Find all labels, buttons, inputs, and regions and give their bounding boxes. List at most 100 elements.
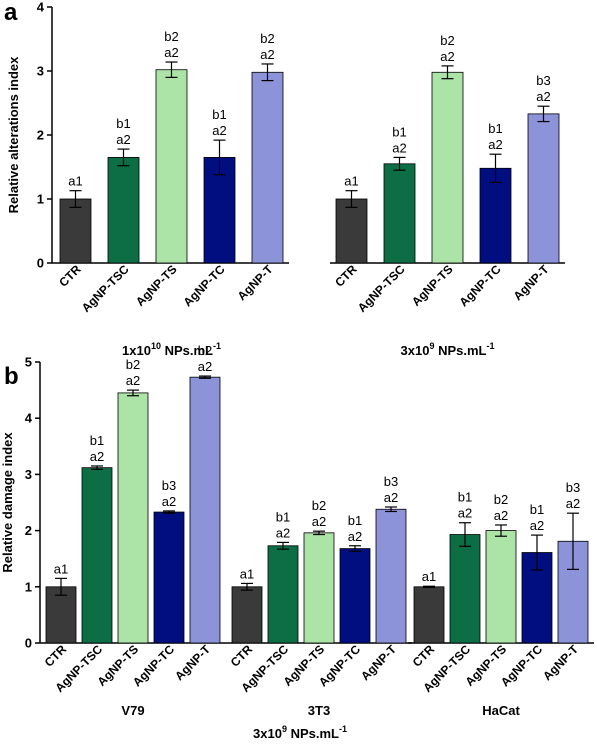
y-tick-label: 0 bbox=[37, 256, 44, 271]
significance-label: a2 bbox=[164, 45, 178, 60]
bar-agnp-tsc bbox=[449, 534, 481, 644]
significance-label: a2 bbox=[458, 506, 472, 521]
bar-agnp-tsc bbox=[383, 163, 416, 264]
group-title: V79 bbox=[121, 703, 144, 718]
bar-ctr bbox=[45, 586, 77, 644]
bar-agnp-t bbox=[527, 113, 560, 264]
bar-agnp-t bbox=[189, 376, 221, 644]
significance-label: b3 bbox=[384, 474, 398, 489]
significance-label: a2 bbox=[440, 49, 454, 64]
significance-label: a2 bbox=[494, 508, 508, 523]
significance-label: a2 bbox=[488, 137, 502, 152]
x-tick-label: AgNP-TS bbox=[409, 262, 456, 309]
significance-label: b2 bbox=[494, 492, 508, 507]
y-tick-label: 2 bbox=[37, 128, 44, 143]
significance-label: b1 bbox=[90, 433, 104, 448]
x-tick-label: AgNP-TC bbox=[456, 262, 503, 309]
significance-label: a1 bbox=[422, 569, 436, 584]
significance-label: b1 bbox=[530, 502, 544, 517]
y-axis-title: Relative damage index bbox=[0, 432, 15, 573]
x-tick-label: CTR bbox=[410, 642, 438, 670]
significance-label: b1 bbox=[116, 116, 130, 131]
bar-agnp-tc bbox=[153, 511, 185, 644]
bar-ctr bbox=[335, 198, 368, 264]
significance-label: a1 bbox=[344, 174, 358, 189]
significance-label: b2 bbox=[260, 31, 274, 46]
significance-label: b2 bbox=[198, 343, 212, 358]
significance-label: a2 bbox=[212, 123, 226, 138]
bar-agnp-ts bbox=[431, 71, 464, 264]
bar-agnp-tc bbox=[339, 548, 371, 644]
significance-label: b3 bbox=[162, 478, 176, 493]
group-title: 3x109 NPs.mL-1 bbox=[401, 341, 495, 358]
y-tick-label: 4 bbox=[37, 0, 45, 15]
significance-label: a2 bbox=[530, 518, 544, 533]
significance-label: b1 bbox=[458, 490, 472, 505]
significance-label: a2 bbox=[260, 47, 274, 62]
group-title: HaCat bbox=[482, 703, 520, 718]
y-tick-label: 1 bbox=[37, 192, 44, 207]
bar-ctr bbox=[231, 586, 263, 644]
significance-label: a2 bbox=[566, 496, 580, 511]
y-tick-label: 3 bbox=[25, 467, 32, 482]
bar-agnp-ts bbox=[155, 69, 188, 264]
significance-label: b2 bbox=[126, 357, 140, 372]
significance-label: b1 bbox=[392, 124, 406, 139]
significance-label: a1 bbox=[240, 566, 254, 581]
x-tick-label: AgNP-TS bbox=[133, 262, 180, 309]
group-title: 1x1010 NPs.mL-1 bbox=[122, 341, 221, 358]
x-tick-label: AgNP-TSC bbox=[355, 262, 408, 315]
x-tick-label: AgNP-TSC bbox=[79, 262, 132, 315]
bar-agnp-ts bbox=[117, 392, 149, 644]
y-tick-label: 0 bbox=[25, 636, 32, 651]
significance-label: a2 bbox=[392, 140, 406, 155]
bar-agnp-tc bbox=[203, 156, 236, 264]
y-tick-label: 4 bbox=[25, 411, 33, 426]
significance-label: b1 bbox=[348, 513, 362, 528]
significance-label: a1 bbox=[68, 174, 82, 189]
bar-agnp-tsc bbox=[107, 156, 140, 264]
significance-label: a2 bbox=[126, 373, 140, 388]
bar-agnp-tsc bbox=[81, 467, 113, 644]
significance-label: a1 bbox=[54, 561, 68, 576]
x-tick-label: CTR bbox=[332, 262, 360, 290]
x-tick-label: AgNP-T bbox=[235, 262, 276, 303]
bar-agnp-ts bbox=[485, 530, 517, 644]
bar-ctr bbox=[59, 198, 92, 264]
significance-label: b2 bbox=[440, 33, 454, 48]
significance-label: a2 bbox=[276, 525, 290, 540]
significance-label: b1 bbox=[212, 107, 226, 122]
x-tick-label: CTR bbox=[56, 262, 84, 290]
significance-label: b2 bbox=[312, 498, 326, 513]
y-tick-label: 3 bbox=[37, 64, 44, 79]
x-tick-label: AgNP-T bbox=[540, 642, 581, 683]
significance-label: b1 bbox=[488, 121, 502, 136]
significance-label: a2 bbox=[536, 89, 550, 104]
bar-ctr bbox=[413, 586, 445, 644]
panel-letter: a bbox=[4, 0, 18, 26]
bar-agnp-t bbox=[375, 508, 407, 644]
significance-label: b1 bbox=[276, 509, 290, 524]
x-tick-label: AgNP-T bbox=[358, 642, 399, 683]
y-tick-label: 1 bbox=[25, 579, 32, 594]
significance-label: a2 bbox=[116, 132, 130, 147]
x-tick-label: CTR bbox=[42, 642, 70, 670]
bar-agnp-t bbox=[251, 71, 284, 264]
bar-agnp-ts bbox=[303, 532, 335, 644]
group-title: 3T3 bbox=[308, 703, 330, 718]
significance-label: b3 bbox=[566, 480, 580, 495]
significance-label: a2 bbox=[312, 514, 326, 529]
x-tick-label: AgNP-T bbox=[172, 642, 213, 683]
x-tick-label: AgNP-TC bbox=[180, 262, 227, 309]
y-tick-label: 5 bbox=[25, 355, 32, 370]
y-axis-title: Relative alterations index bbox=[6, 56, 21, 214]
bar-agnp-tsc bbox=[267, 545, 299, 644]
significance-label: a2 bbox=[384, 490, 398, 505]
bottom-axis-title: 3x109 NPs.mL-1 bbox=[253, 724, 347, 741]
significance-label: b2 bbox=[164, 29, 178, 44]
panel-letter: b bbox=[4, 363, 19, 390]
x-tick-label: AgNP-T bbox=[511, 262, 552, 303]
